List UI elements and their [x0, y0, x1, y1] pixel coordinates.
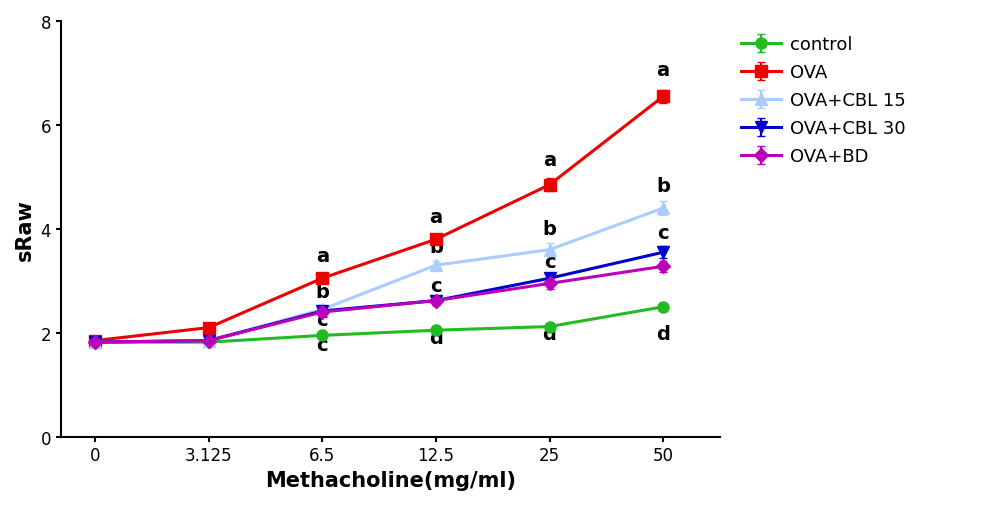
Text: d: d	[656, 325, 670, 343]
Text: c: c	[316, 311, 328, 329]
Text: b: b	[429, 237, 443, 257]
Text: b: b	[543, 220, 556, 239]
Text: a: a	[429, 208, 442, 227]
Text: b: b	[656, 177, 670, 196]
X-axis label: Methacholine(mg/ml): Methacholine(mg/ml)	[265, 470, 516, 490]
Y-axis label: sRaw: sRaw	[15, 198, 35, 260]
Text: b: b	[315, 282, 329, 301]
Text: c: c	[657, 223, 669, 242]
Legend: control, OVA, OVA+CBL 15, OVA+CBL 30, OVA+BD: control, OVA, OVA+CBL 15, OVA+CBL 30, OV…	[736, 31, 911, 171]
Text: c: c	[430, 277, 442, 296]
Text: c: c	[544, 253, 555, 272]
Text: a: a	[316, 247, 329, 266]
Text: a: a	[657, 61, 670, 80]
Text: d: d	[429, 329, 443, 347]
Text: a: a	[543, 151, 556, 170]
Text: d: d	[543, 325, 556, 343]
Text: c: c	[316, 335, 328, 354]
